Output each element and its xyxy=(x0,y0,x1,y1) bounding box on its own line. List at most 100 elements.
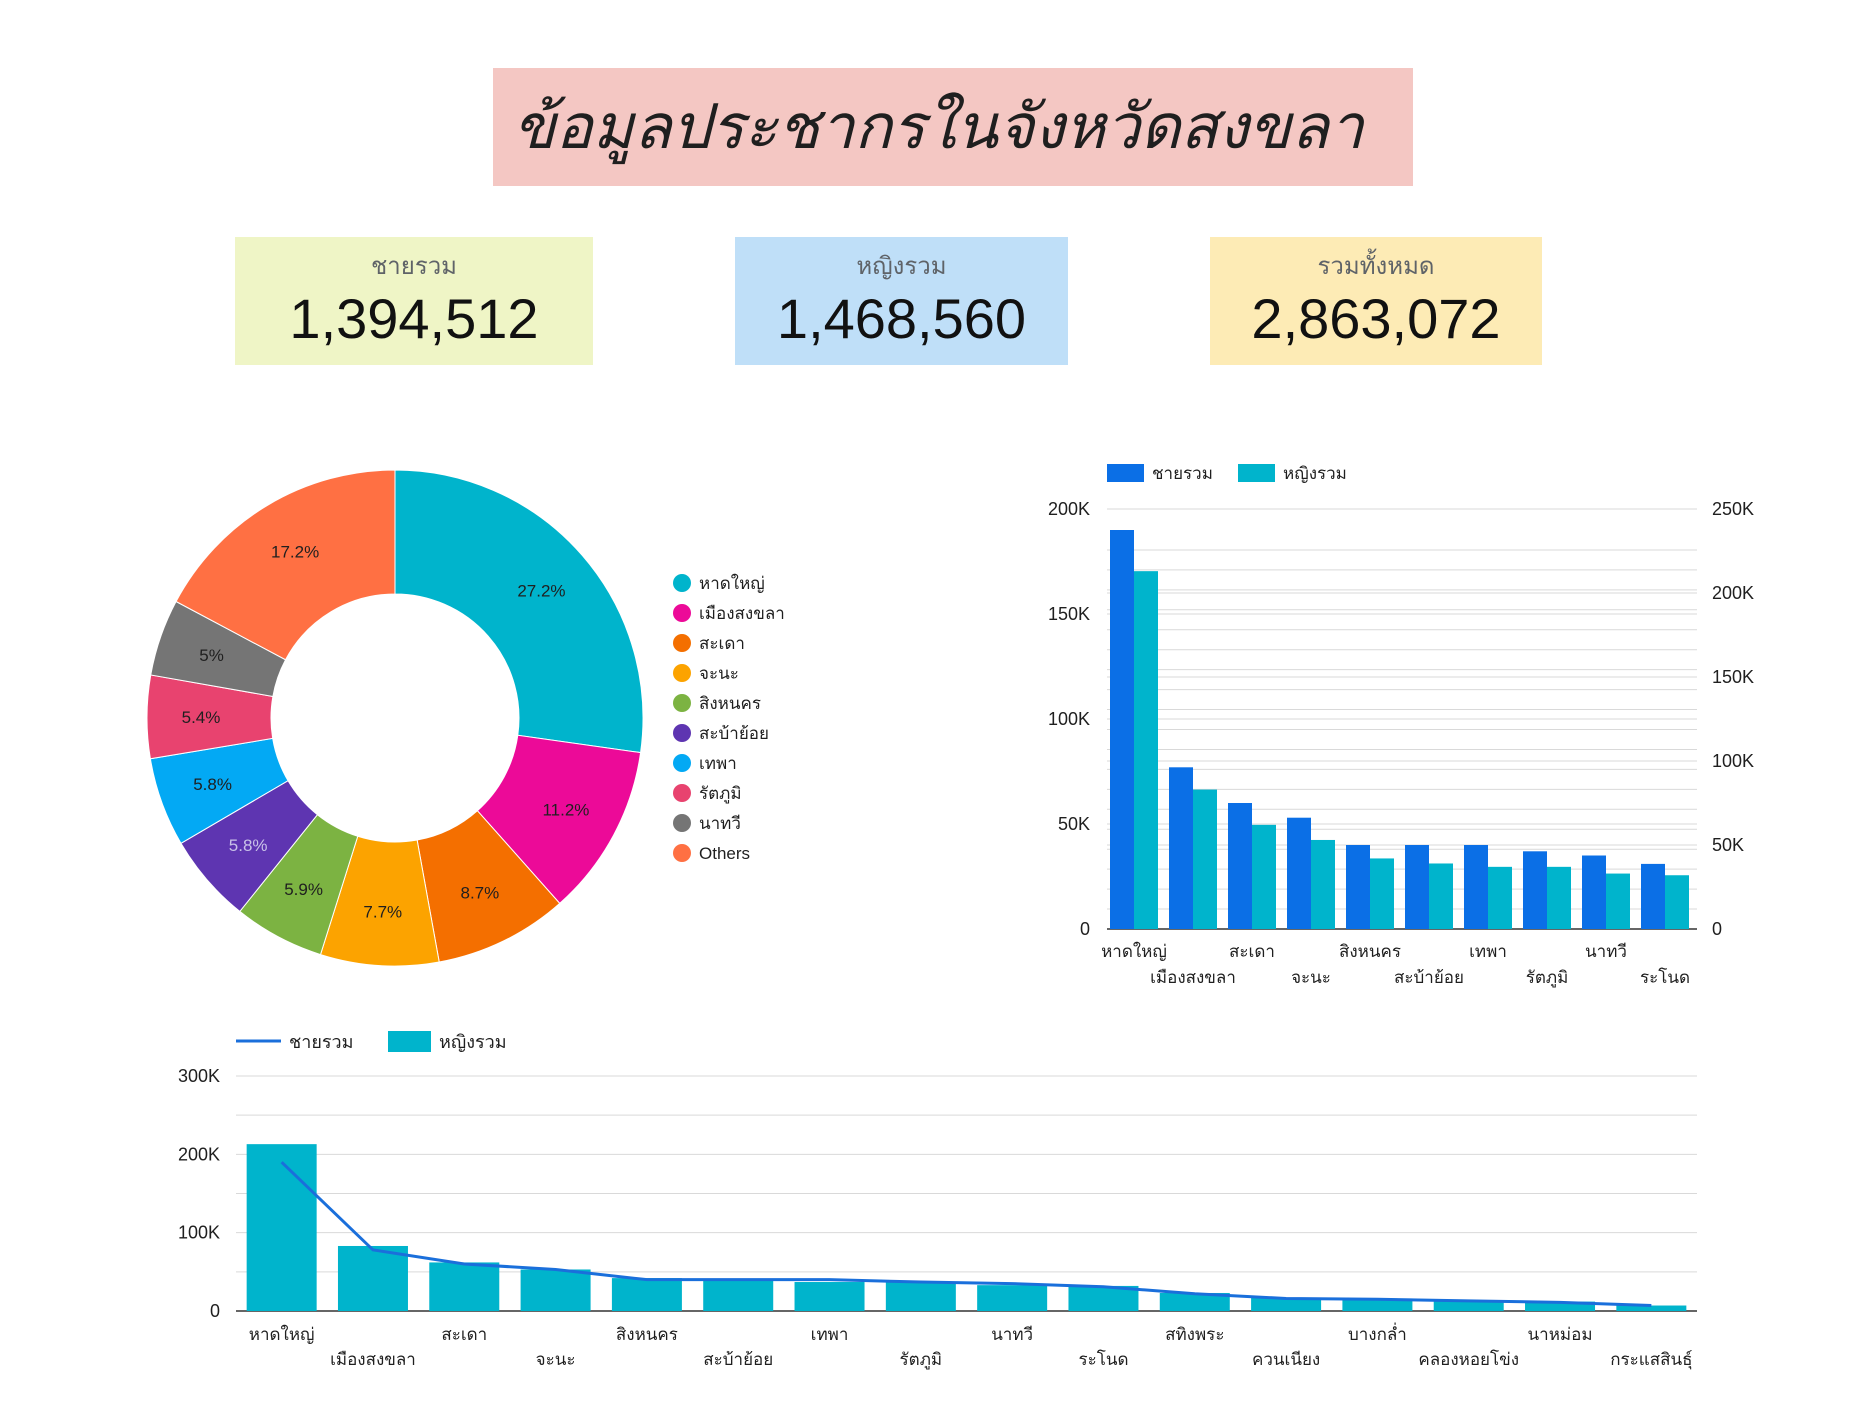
donut-slice xyxy=(394,469,644,754)
bar-male xyxy=(1464,845,1488,929)
x-tick-label: สะเดา xyxy=(1229,942,1275,962)
x-tick-label: สะเดา xyxy=(441,1325,487,1345)
bar-female xyxy=(1159,1292,1230,1311)
bar-female xyxy=(1068,1285,1139,1311)
x-tick-label: สะบ้าย้อย xyxy=(703,1350,773,1370)
bar-male xyxy=(1346,845,1370,929)
bar-female xyxy=(1311,839,1335,929)
legend-label: จะนะ xyxy=(699,664,739,684)
legend-label-male: ชายรวม xyxy=(1152,464,1213,484)
legend-label-female: หญิงรวม xyxy=(439,1032,507,1053)
legend-swatch xyxy=(673,604,691,622)
legend-swatch-male xyxy=(1107,464,1144,482)
donut-chart: 27.2% 11.2% 8.7% 7.7% 5.9% 5.8% 5.8% 5.4% 5% 17.2… xyxy=(146,469,644,967)
bar-male xyxy=(1110,530,1134,929)
donut-data-label: 8.7% xyxy=(461,883,500,902)
title-banner: ข้อมูลประชากรในจังหวัดสงขลา xyxy=(493,68,1413,186)
legend-label: Others xyxy=(699,844,750,863)
x-tick-label: กระแสสินธุ์ xyxy=(1610,1350,1692,1370)
x-tick-label: ระโนด xyxy=(1078,1349,1128,1370)
x-tick-label: เมืองสงขลา xyxy=(330,1350,416,1370)
legend-label: รัตภูมิ xyxy=(699,784,742,804)
bar-male xyxy=(1169,767,1193,929)
y-tick: 0 xyxy=(210,1301,220,1321)
legend-label: เทพา xyxy=(699,754,737,774)
legend-swatch xyxy=(673,724,691,742)
donut-data-label: 5.9% xyxy=(284,880,323,899)
bar-female xyxy=(794,1282,865,1311)
y-tick-left: 0 xyxy=(1080,919,1090,939)
y-tick-right: 100K xyxy=(1712,751,1754,771)
donut-data-label: 7.7% xyxy=(363,903,402,922)
donut-data-label: 5.4% xyxy=(182,708,221,727)
legend-swatch xyxy=(673,754,691,772)
y-tick: 300K xyxy=(178,1066,220,1086)
y-tick-right: 150K xyxy=(1712,667,1754,687)
donut-data-label: 5.8% xyxy=(193,775,232,794)
donut-data-label: 17.2% xyxy=(271,543,319,562)
legend-swatch xyxy=(673,664,691,682)
kpi-value-total: 2,863,072 xyxy=(1251,287,1501,350)
bar-female xyxy=(1606,873,1630,929)
x-tick-label: รัตภูมิ xyxy=(900,1350,943,1370)
dual-axis-bar-chart: 0 50K 100K 150K 200K 0 50K 100K 150K 200K 250K หาดใ… xyxy=(1048,464,1754,988)
bar-male xyxy=(1523,851,1547,929)
x-tick-label: นาหม่อม xyxy=(1528,1325,1593,1345)
legend-swatch xyxy=(673,694,691,712)
bar-female xyxy=(1547,866,1571,929)
bar-male xyxy=(1405,845,1429,929)
legend-swatch-female xyxy=(1238,464,1275,482)
y-tick-right: 0 xyxy=(1712,919,1722,939)
y-tick: 100K xyxy=(178,1223,220,1243)
bar-female xyxy=(520,1269,591,1311)
x-tick-label: เทพา xyxy=(1469,942,1507,962)
legend-label: หาดใหญ่ xyxy=(699,573,765,594)
bar-male xyxy=(1228,803,1252,929)
x-tick-label: หาดใหญ่ xyxy=(249,1324,315,1345)
kpi-card-male: ชายรวม 1,394,512 xyxy=(235,237,593,365)
legend-swatch-female xyxy=(388,1031,431,1052)
kpi-value-female: 1,468,560 xyxy=(776,287,1027,350)
y-tick: 200K xyxy=(178,1144,220,1164)
legend-label: เมืองสงขลา xyxy=(699,604,785,624)
kpi-label-total: รวมทั้งหมด xyxy=(1317,252,1435,280)
kpi-label-male: ชายรวม xyxy=(370,252,457,280)
bar-female xyxy=(611,1278,682,1311)
x-tick-label: สะบ้าย้อย xyxy=(1394,968,1464,988)
bar-female xyxy=(1134,571,1158,929)
bar-female xyxy=(1252,824,1276,929)
kpi-card-total: รวมทั้งหมด 2,863,072 xyxy=(1210,237,1542,365)
bar-female xyxy=(1433,1300,1504,1311)
x-tick-label: สิงหนคร xyxy=(616,1325,678,1345)
x-tick-label: คลองหอยโข่ง xyxy=(1418,1349,1519,1370)
y-tick-left: 200K xyxy=(1048,499,1090,519)
line-male xyxy=(280,1161,1652,1308)
legend-label: สะเดา xyxy=(699,634,745,654)
y-tick-left: 100K xyxy=(1048,709,1090,729)
bar-female xyxy=(1525,1301,1596,1311)
donut-data-label: 5.8% xyxy=(229,836,268,855)
bar-female xyxy=(429,1262,500,1311)
bar-female xyxy=(1342,1298,1413,1311)
legend-label-male: ชายรวม xyxy=(289,1032,354,1053)
legend-swatch xyxy=(673,844,691,862)
x-tick-label: รัตภูมิ xyxy=(1526,968,1569,988)
bar-female xyxy=(1616,1305,1687,1311)
x-tick-label: เทพา xyxy=(811,1325,849,1345)
bar-male xyxy=(1582,855,1606,929)
donut-slice xyxy=(175,469,396,661)
x-tick-label: ควนเนียง xyxy=(1252,1350,1320,1370)
x-tick-label: สทิงพระ xyxy=(1165,1325,1224,1345)
legend-label: สะบ้าย้อย xyxy=(699,724,769,744)
kpi-card-female: หญิงรวม 1,468,560 xyxy=(735,237,1068,365)
x-tick-label: นาทวี xyxy=(1585,942,1627,962)
kpi-label-female: หญิงรวม xyxy=(856,252,947,280)
bar-female xyxy=(885,1282,956,1311)
bar-female xyxy=(337,1245,408,1311)
bar-male xyxy=(1641,863,1665,929)
bar-female xyxy=(1251,1297,1322,1311)
x-tick-label: ระโนด xyxy=(1640,967,1690,988)
donut-legend: หาดใหญ่เมืองสงขลาสะเดาจะนะสิงหนครสะบ้าย้… xyxy=(673,573,785,863)
